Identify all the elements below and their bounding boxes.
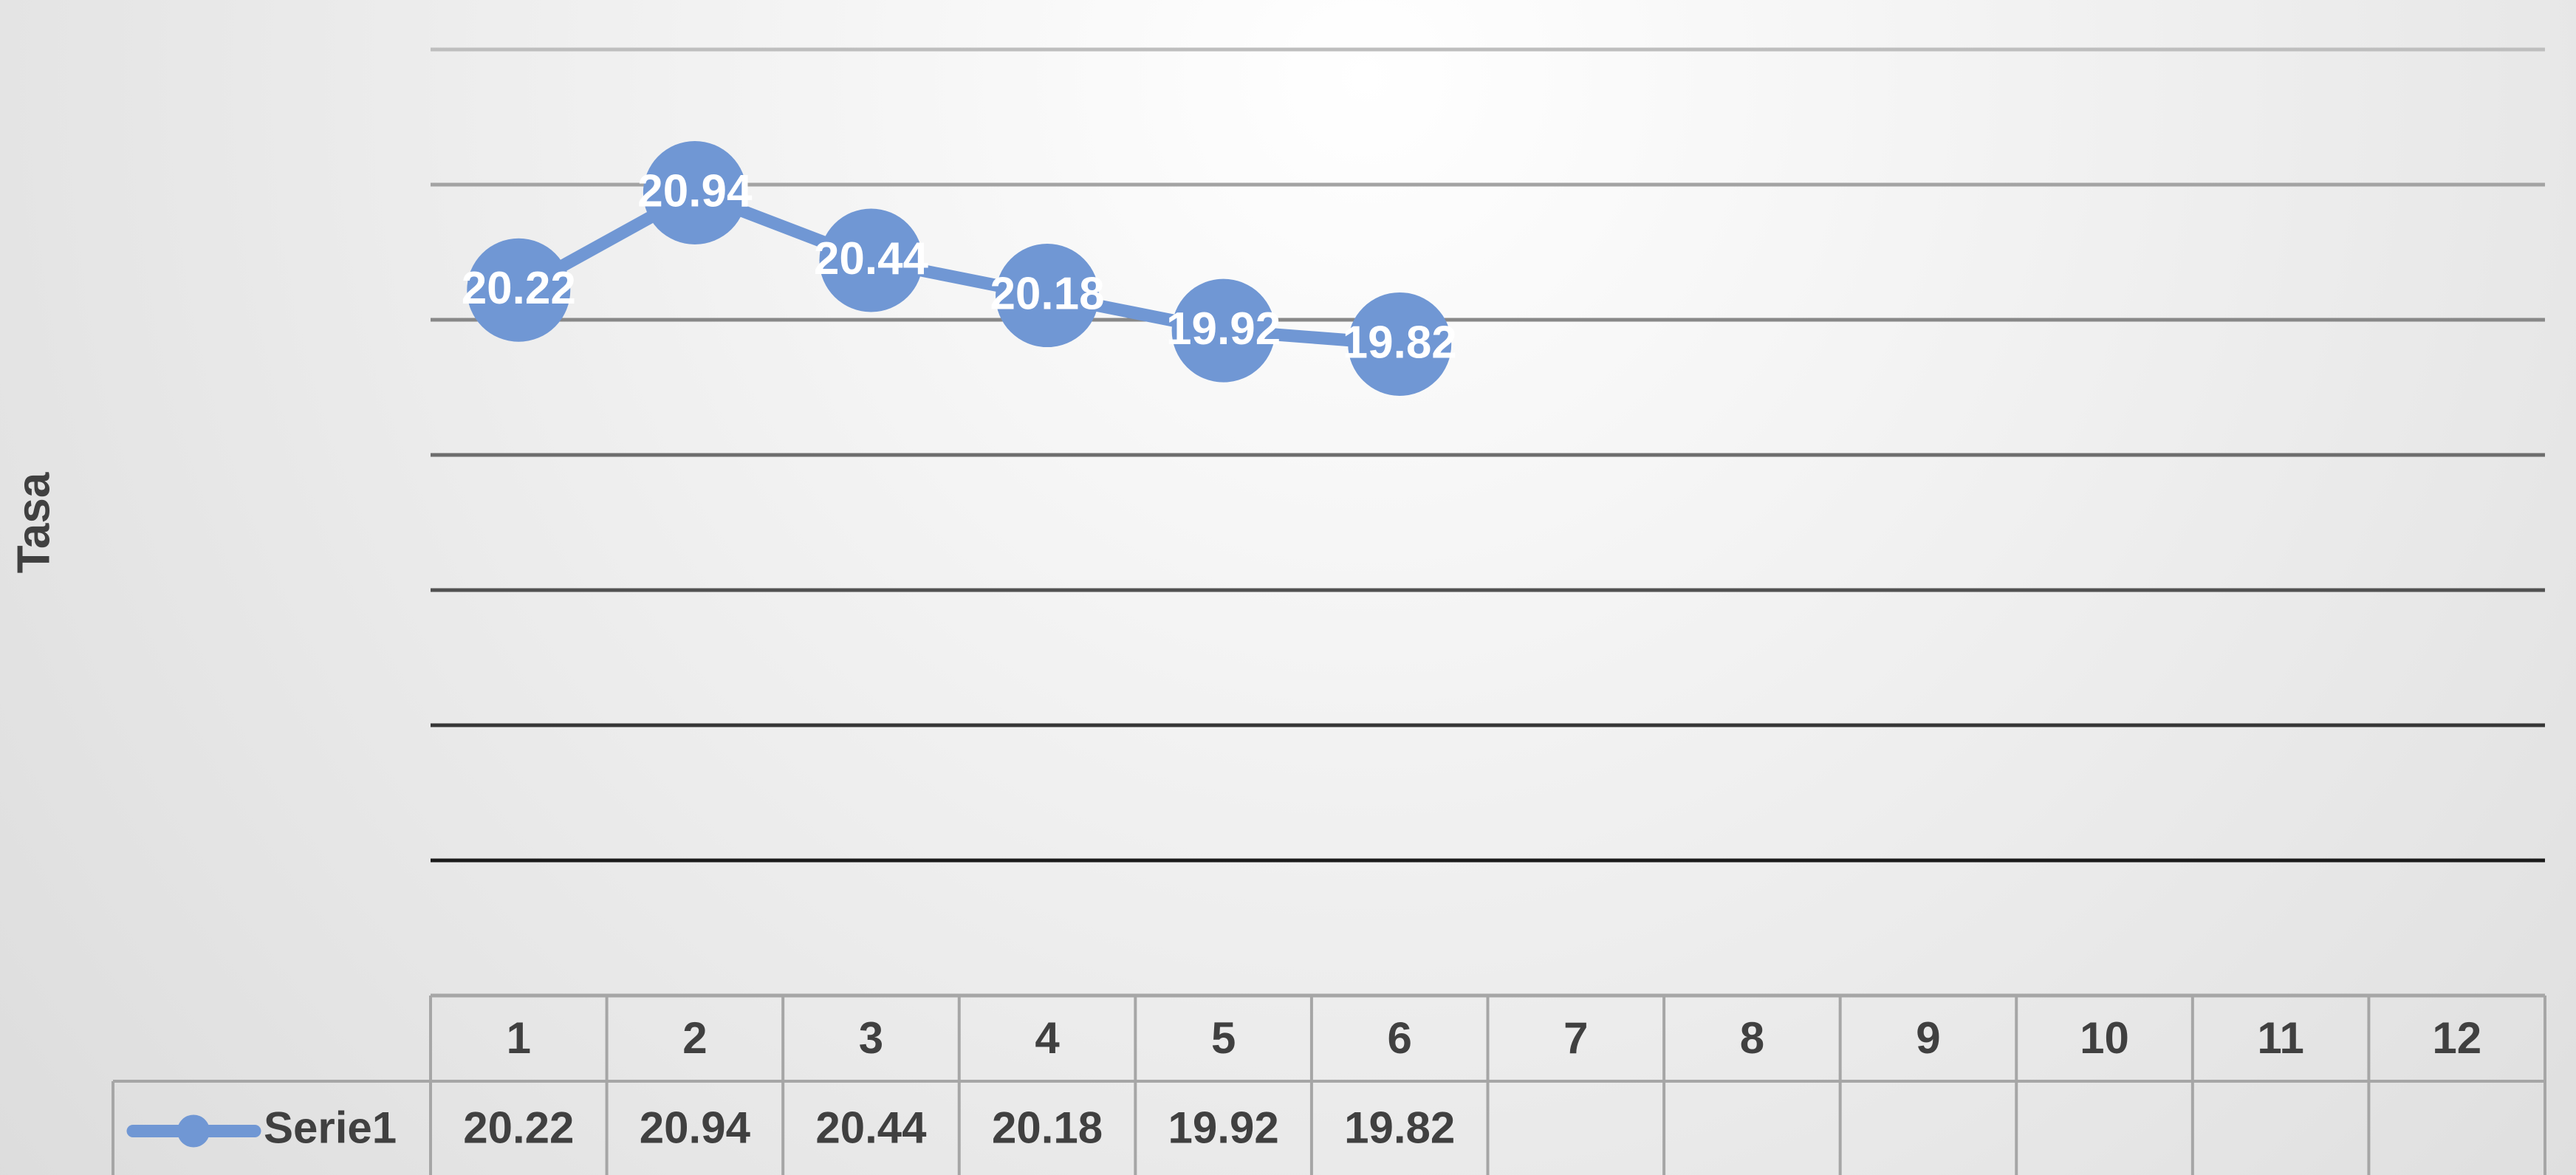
x-tick-label: 5 <box>1211 1013 1236 1063</box>
x-tick-label: 12 <box>2432 1013 2481 1063</box>
data-label: 19.82 <box>1343 317 1457 368</box>
x-tick-label: 11 <box>2257 1013 2303 1063</box>
x-tick-label: 10 <box>2080 1013 2129 1063</box>
data-point <box>1171 278 1275 383</box>
y-axis-title: Tasa <box>8 472 59 573</box>
x-tick-label: 3 <box>859 1013 883 1063</box>
table-value: 20.94 <box>640 1103 751 1152</box>
data-point <box>467 238 571 342</box>
x-tick-label: 9 <box>1916 1013 1940 1063</box>
data-label: 20.22 <box>462 263 576 314</box>
x-tick-label: 6 <box>1388 1013 1412 1063</box>
data-label: 19.92 <box>1166 304 1281 354</box>
table-value: 20.22 <box>463 1103 574 1152</box>
x-tick-label: 8 <box>1740 1013 1764 1063</box>
table-value: 19.92 <box>1168 1103 1279 1152</box>
data-point <box>996 244 1100 348</box>
data-label: 20.18 <box>990 268 1104 319</box>
table-value: 20.18 <box>992 1103 1103 1152</box>
x-tick-label: 2 <box>682 1013 707 1063</box>
legend-marker <box>177 1114 210 1148</box>
data-point <box>819 208 923 312</box>
legend-label: Serie1 <box>264 1103 397 1152</box>
table-value: 20.44 <box>815 1103 927 1152</box>
x-tick-label: 4 <box>1035 1013 1060 1063</box>
x-tick-label: 7 <box>1563 1013 1588 1063</box>
table-value: 19.82 <box>1344 1103 1455 1152</box>
data-point <box>643 140 747 244</box>
data-point <box>1348 292 1452 396</box>
data-label: 20.44 <box>814 233 929 284</box>
x-tick-label: 1 <box>507 1013 531 1063</box>
data-label: 20.94 <box>637 165 753 216</box>
